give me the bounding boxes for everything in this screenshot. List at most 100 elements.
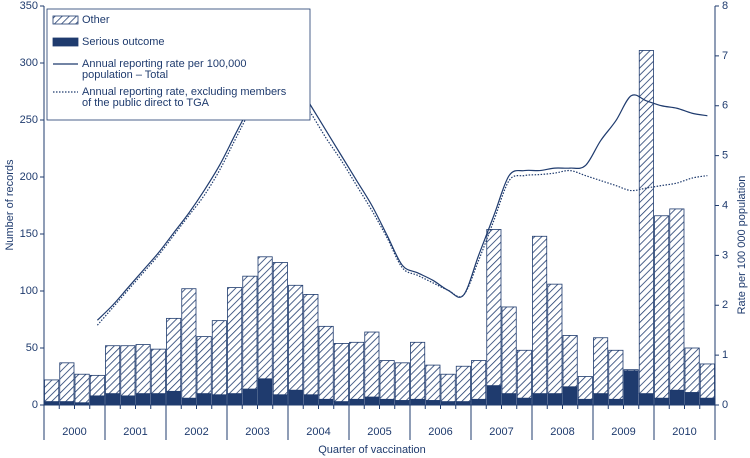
y2-tick-label: 8 [722,0,728,12]
bar [181,288,197,399]
y-tick-label: 100 [20,285,38,297]
bar [410,341,426,400]
bar [654,397,670,406]
legend-label: Annual reporting rate per 100,000 populat… [82,58,247,81]
y2-tick-label: 3 [722,249,728,261]
x-group-label: 2001 [123,426,147,438]
bar [608,349,624,400]
y2-axis-label: Rate per 100 000 population [736,176,748,315]
y2-tick-label: 7 [722,50,728,62]
y2-tick-label: 2 [722,299,728,311]
bar [272,394,288,406]
bar [593,393,609,406]
bar [303,394,319,406]
bar [120,345,136,397]
legend-label: Annual reporting rate, excluding members… [82,86,287,109]
x-group-label: 2002 [184,426,208,438]
bar [74,373,90,404]
bar [288,389,304,406]
bar [471,398,487,406]
y-tick-label: 50 [26,342,38,354]
bar [501,393,517,406]
x-axis-label: Quarter of vaccination [318,444,426,456]
bar [562,335,578,388]
y-tick-label: 300 [20,57,38,69]
x-group-label: 2009 [611,426,635,438]
bar [684,347,700,393]
bar [425,400,441,406]
bar [654,215,670,399]
bar [196,393,212,406]
bar [516,397,532,406]
bar [44,379,60,402]
bar [684,392,700,406]
y2-tick-label: 6 [722,100,728,112]
bar [257,256,273,380]
bar [333,401,349,406]
bar [532,235,548,395]
bar [379,398,395,406]
bar [410,398,426,406]
legend-label: Other [82,14,110,26]
bar [333,343,349,402]
y-axis-label: Number of records [4,159,16,251]
bar [394,400,410,406]
bar [638,50,654,395]
bar [257,378,273,406]
bar [394,362,410,401]
bar [105,393,121,406]
legend-swatch [52,15,79,25]
bar [105,345,121,395]
bar [608,398,624,406]
legend: Other Serious outcome Annual reporting rat… [46,8,311,121]
bar [59,401,75,406]
y-tick-label: 250 [20,114,38,126]
x-group-label: 2003 [245,426,269,438]
bar [318,325,334,400]
line-series [96,55,708,321]
bar [227,393,243,406]
y2-tick-label: 5 [722,150,728,162]
x-group-label: 2008 [550,426,574,438]
bar [547,283,563,395]
bar [364,331,380,398]
bar [318,398,334,406]
bar [211,394,227,406]
x-group-label: 2007 [489,426,513,438]
bar [135,393,151,406]
bar [227,287,243,394]
y-tick-label: 150 [20,228,38,240]
bar [150,348,166,395]
bar [242,275,258,390]
bar [440,373,456,402]
bar [699,363,715,399]
y-tick-label: 200 [20,171,38,183]
bar [577,398,593,406]
bar [440,401,456,406]
bar [120,395,136,406]
bar [577,376,593,400]
bar [181,397,197,406]
bar [379,360,395,400]
y-tick-label: 0 [32,399,38,411]
bar [59,362,75,402]
bar [455,365,471,402]
bar [562,386,578,406]
bar [135,344,151,394]
bar [425,364,441,401]
x-group-label: 2006 [428,426,452,438]
line-series [96,65,708,326]
bar [196,336,212,395]
bar [471,360,487,400]
bar [623,369,639,372]
bar [272,262,288,396]
legend-label: Serious outcome [82,36,165,48]
bar [486,229,502,387]
bar [486,385,502,406]
bar [669,208,685,391]
y2-tick-label: 0 [722,399,728,411]
bar [303,294,319,396]
x-group-label: 2000 [62,426,86,438]
bar [349,398,365,406]
